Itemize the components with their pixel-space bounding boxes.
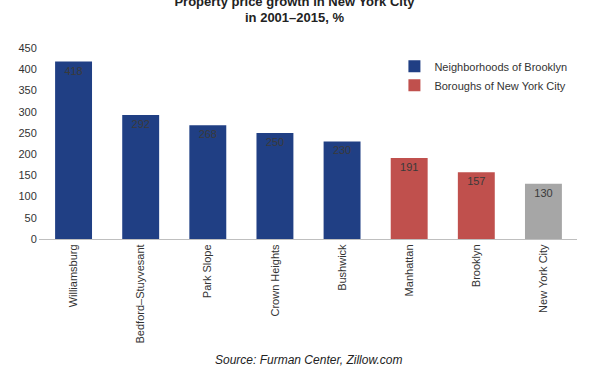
svg-text:Bedford–Stuyvesant: Bedford–Stuyvesant <box>134 244 146 343</box>
svg-text:Boroughs of New York City: Boroughs of New York City <box>434 80 565 92</box>
svg-text:150: 150 <box>18 169 36 181</box>
svg-text:Park Slope: Park Slope <box>201 244 213 298</box>
svg-text:0: 0 <box>31 233 37 245</box>
svg-text:Crown Heights: Crown Heights <box>269 244 281 317</box>
svg-text:300: 300 <box>18 106 36 118</box>
svg-text:230: 230 <box>333 144 351 156</box>
svg-text:New York City: New York City <box>537 244 549 313</box>
svg-text:Source: Furman Center, Zillow.: Source: Furman Center, Zillow.com <box>215 353 402 367</box>
svg-text:350: 350 <box>18 84 36 96</box>
svg-text:200: 200 <box>18 148 36 160</box>
svg-text:450: 450 <box>18 42 36 54</box>
svg-text:50: 50 <box>25 212 37 224</box>
svg-text:Property price growth in New Y: Property price growth in New York Cityin… <box>174 0 415 25</box>
svg-text:250: 250 <box>266 136 284 148</box>
svg-text:400: 400 <box>18 63 36 75</box>
svg-text:418: 418 <box>64 65 82 77</box>
svg-text:Bushwick: Bushwick <box>336 244 348 291</box>
svg-text:Manhattan: Manhattan <box>403 244 415 296</box>
svg-text:Brooklyn: Brooklyn <box>470 244 482 287</box>
svg-text:157: 157 <box>467 175 485 187</box>
svg-text:130: 130 <box>534 187 552 199</box>
svg-text:268: 268 <box>199 128 217 140</box>
svg-text:191: 191 <box>400 161 418 173</box>
svg-text:Neighborhoods of Brooklyn: Neighborhoods of Brooklyn <box>434 61 567 73</box>
svg-text:100: 100 <box>18 190 36 202</box>
svg-text:250: 250 <box>18 127 36 139</box>
svg-text:292: 292 <box>132 118 150 130</box>
svg-text:Williamsburg: Williamsburg <box>67 244 79 307</box>
